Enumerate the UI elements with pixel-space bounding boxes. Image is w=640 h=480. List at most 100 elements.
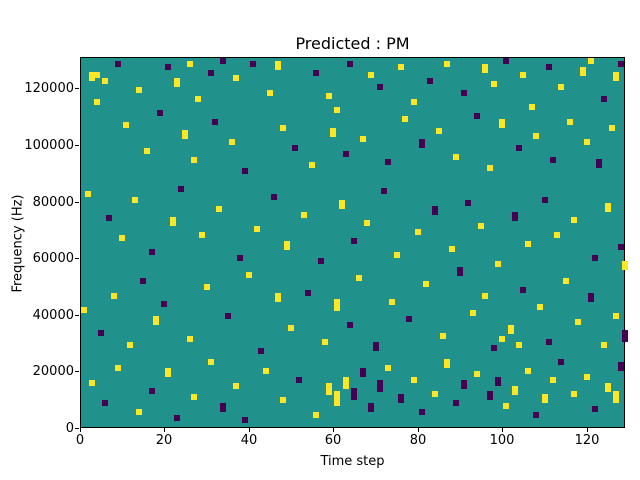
heatmap-cell <box>423 281 429 287</box>
heatmap-cell <box>487 391 493 400</box>
heatmap-cell <box>453 400 459 406</box>
heatmap-cell <box>453 154 459 160</box>
heatmap-cell <box>140 278 146 284</box>
x-tick-label: 60 <box>324 433 342 448</box>
heatmap-cell <box>503 403 509 409</box>
heatmap-cell <box>254 226 260 232</box>
heatmap-cell <box>491 81 497 87</box>
heatmap-cell <box>368 403 374 412</box>
heatmap-cell <box>195 96 201 102</box>
heatmap-cell <box>440 333 446 339</box>
x-tick-mark <box>80 428 81 432</box>
heatmap-cell <box>546 339 552 345</box>
heatmap-cell <box>220 403 226 412</box>
heatmap-cell <box>267 90 273 96</box>
heatmap-cell <box>347 322 353 328</box>
y-tick-mark <box>75 202 79 203</box>
heatmap-cell <box>444 61 450 67</box>
heatmap-cell <box>470 310 476 316</box>
heatmap-cell <box>618 362 624 371</box>
heatmap-cell <box>149 249 155 255</box>
heatmap-cell <box>174 415 180 421</box>
x-tick-mark <box>164 428 165 432</box>
y-axis-label: Frequency (Hz) <box>10 194 26 293</box>
heatmap-cell <box>487 165 493 171</box>
heatmap-cell <box>444 359 450 368</box>
heatmap-cell <box>199 232 205 238</box>
heatmap-cell <box>571 391 577 397</box>
heatmap-cell <box>406 316 412 322</box>
heatmap-cell <box>144 148 150 154</box>
y-tick-label: 120000 <box>24 81 74 96</box>
heatmap-cell <box>563 278 569 284</box>
heatmap-cell <box>115 61 121 67</box>
heatmap-cell <box>106 215 112 221</box>
heatmap-cell <box>588 293 594 302</box>
heatmap-cell <box>170 217 176 226</box>
heatmap-cell <box>208 70 214 76</box>
heatmap-cell <box>216 206 222 212</box>
heatmap-cell <box>89 72 95 81</box>
heatmap-cell <box>246 272 252 278</box>
heatmap-cell <box>449 246 455 252</box>
heatmap-cell <box>613 391 619 403</box>
heatmap-cell <box>288 325 294 331</box>
heatmap-cell <box>318 258 324 264</box>
heatmap-cell <box>622 330 628 342</box>
heatmap-cell <box>111 293 117 299</box>
heatmap-cell <box>161 301 167 307</box>
heatmap-cell <box>343 377 349 389</box>
heatmap-cell <box>465 200 471 206</box>
heatmap-cell <box>601 96 607 102</box>
heatmap-cell <box>415 229 421 235</box>
heatmap-cell <box>618 244 624 250</box>
y-tick-label: 100000 <box>24 138 74 153</box>
heatmap-cell <box>419 139 425 148</box>
heatmap-cell <box>296 377 302 383</box>
heatmap-cell <box>605 203 611 212</box>
heatmap-cell <box>119 235 125 241</box>
heatmap-cell <box>364 220 370 226</box>
heatmap-cell <box>419 409 425 415</box>
heatmap-cell <box>516 342 522 348</box>
x-tick-label: 80 <box>409 433 427 448</box>
heatmap-cell <box>622 261 628 270</box>
y-tick-label: 20000 <box>32 364 74 379</box>
heatmap-cell <box>580 67 586 76</box>
heatmap-cell <box>98 330 104 336</box>
heatmap-cell <box>503 58 509 64</box>
heatmap-cell <box>385 365 391 371</box>
heatmap-cell <box>550 157 556 163</box>
y-tick-label: 0 <box>65 421 74 436</box>
heatmap-cell <box>313 412 319 418</box>
heatmap-cell <box>588 58 594 64</box>
heatmap-cell <box>115 365 121 371</box>
heatmap-cell <box>558 84 564 90</box>
heatmap-cell <box>123 122 129 128</box>
heatmap-cell <box>482 64 488 73</box>
heatmap-cell <box>495 261 501 267</box>
heatmap-cell <box>394 252 400 258</box>
heatmap-cell <box>474 113 480 119</box>
y-tick-mark <box>75 145 79 146</box>
heatmap-cell <box>542 197 548 203</box>
heatmap-cell <box>533 412 539 418</box>
heatmap-cell <box>351 388 357 400</box>
heatmap-cell <box>461 380 467 389</box>
heatmap-cell <box>165 368 171 377</box>
heatmap-cell <box>233 75 239 81</box>
heatmap-cell <box>360 368 366 377</box>
heatmap-cell <box>94 99 100 105</box>
heatmap-cell <box>204 284 210 290</box>
y-tick-mark <box>75 428 79 429</box>
heatmap-cell <box>499 119 505 128</box>
x-tick-mark <box>502 428 503 432</box>
heatmap-cell <box>229 139 235 145</box>
plot-area <box>80 57 628 428</box>
heatmap-cell <box>136 409 142 415</box>
heatmap-cell <box>613 313 619 319</box>
heatmap-cell <box>330 128 336 137</box>
heatmap-cell <box>292 145 298 151</box>
heatmap-cell <box>584 374 590 380</box>
